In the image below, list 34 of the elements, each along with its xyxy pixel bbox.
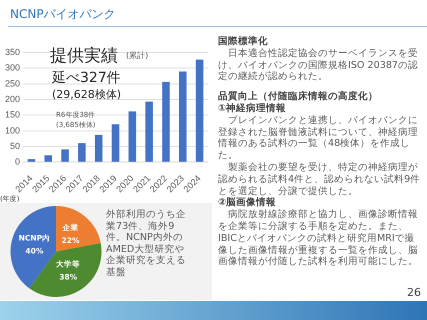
text: ①神経病理情報 — [218, 102, 288, 115]
bar — [145, 102, 153, 162]
bar — [112, 124, 120, 162]
chart-subtitle: (累計) — [126, 50, 148, 61]
text: ブレインバンクと連携し、バイオバンクに登録された脳脊髄液試料について、神経病理情報のある試料の一覧（48検体）を作成した。 — [218, 114, 419, 162]
y-tick-label: 50 — [10, 141, 20, 152]
bar — [28, 159, 36, 162]
text: 26 — [407, 286, 421, 299]
text: 外部利用のうち企業73件、海外9件。NCNP内外のAMED大型研究や企業研究を支える基盤 — [106, 209, 187, 278]
y-tick-label: 350 — [4, 46, 20, 57]
bar — [94, 134, 102, 162]
bar — [61, 149, 69, 162]
y-tick-label: 300 — [4, 62, 20, 73]
bar — [128, 111, 136, 162]
bar — [178, 72, 187, 162]
annotation: 延べ327件 — [52, 69, 121, 87]
text: ②脳画像情報 — [218, 197, 278, 209]
y-tick-label: 200 — [4, 94, 20, 104]
text: 国際標準化 — [218, 36, 269, 48]
text: 製薬会社の要望を受け、特定の神経病理が認められる試料4件と、認められない試料9件とを選定し、分譲で提供した。 — [218, 162, 422, 197]
text: NCNPバイオバンク — [10, 6, 116, 23]
bar — [78, 143, 86, 162]
bar — [44, 155, 52, 162]
annotation: (29,628検体) — [52, 87, 122, 102]
text: 品質向上（付随臨床情報の高度化） — [218, 91, 379, 102]
text: 日本適合性認定協会のサーベイランスを受け、バイオバンクの国際規格ISO 20387の認定の継続が認められた。 — [218, 48, 420, 84]
bar — [196, 60, 204, 162]
bar — [162, 82, 170, 162]
chart-title: 提供実績 — [50, 45, 118, 67]
y-tick-label: 100 — [4, 125, 20, 136]
y-tick-label: 0 — [15, 156, 20, 167]
y-tick-label: 150 — [4, 110, 20, 120]
text: 病院放射線診療部と協力し、画像診断情報を企業等に分譲する手順を定めた。また、IBICとバイオバンクの試料と研究用MRIで撮像した画像情報が重複する一覧を作成し、脳画像情報が付随した試料を利用可能にした。 — [218, 209, 419, 268]
y-tick-label: 250 — [4, 78, 20, 88]
